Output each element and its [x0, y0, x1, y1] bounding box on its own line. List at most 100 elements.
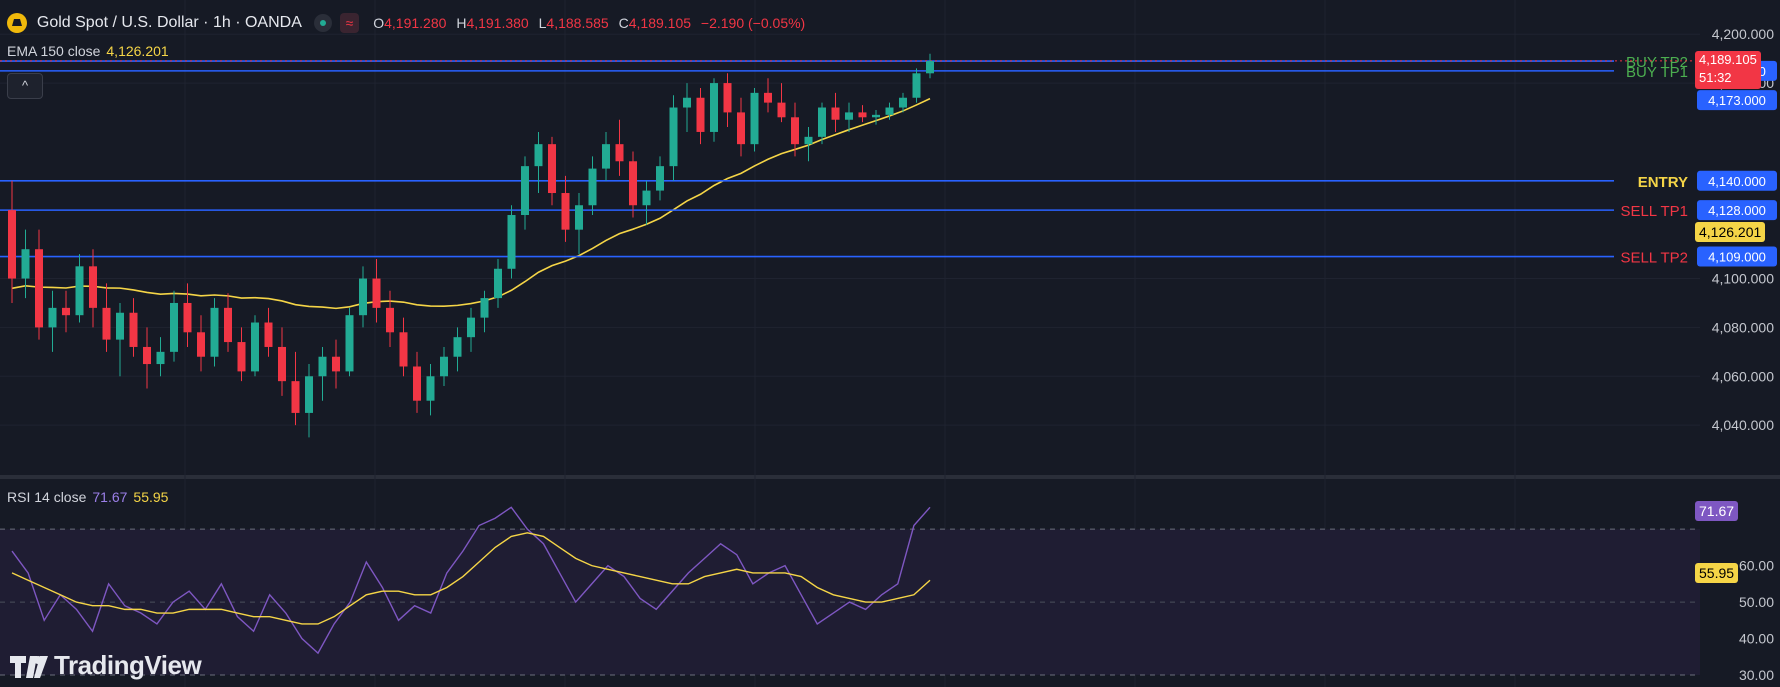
ema-value: 4,126.201: [106, 43, 169, 59]
candle-body: [305, 376, 313, 413]
candle-body: [143, 346, 151, 365]
level-label: BUY TP2: [1626, 54, 1688, 71]
candle-body: [291, 381, 300, 413]
candle-body: [210, 307, 219, 357]
price-axis-tick: 4,040.000: [1712, 417, 1774, 433]
ema-price-tag: 4,126.201: [1695, 222, 1766, 242]
ema-line: [11, 97, 931, 310]
candle-body: [62, 307, 70, 316]
level-tag-text: 4,128.000: [1708, 203, 1766, 218]
candle-body: [831, 107, 840, 120]
last-price: 4,189.105: [1699, 52, 1757, 67]
candle-body: [656, 166, 664, 191]
ema-label: EMA 150 close: [7, 43, 101, 59]
chevron-up-icon: ^: [21, 78, 29, 93]
rsi-axis-tick: 60.00: [1739, 558, 1774, 574]
level-label: BUY TP1: [1626, 64, 1688, 81]
tradingview-logo-icon: [10, 656, 48, 679]
level-label: ENTRY: [1638, 174, 1688, 191]
candle-body: [480, 298, 489, 318]
ema-legend[interactable]: EMA 150 close 4,126.201: [7, 43, 169, 59]
candle-body: [764, 92, 772, 103]
candle-body: [467, 317, 475, 338]
candle-body: [372, 278, 381, 308]
market-status-icon[interactable]: [313, 14, 332, 32]
candle-body: [440, 356, 448, 377]
candle-body: [507, 215, 516, 269]
level-tag-bg: [1697, 90, 1777, 111]
rsi-ma-tag: 55.95: [1695, 563, 1739, 583]
ohlc-high-key: H: [456, 15, 467, 31]
candle-body: [413, 366, 421, 401]
price-axis-tick: 4,080.000: [1712, 319, 1774, 335]
candle-body: [237, 342, 246, 372]
watermark-text: TradingView: [54, 650, 202, 680]
symbol-title[interactable]: Gold Spot / U.S. Dollar · 1h · OANDA: [36, 14, 302, 31]
candle-body: [521, 166, 529, 216]
candle-body: [737, 112, 745, 145]
candle-body: [912, 73, 921, 98]
candle-body: [494, 268, 502, 299]
bar-countdown: 51:32: [1699, 70, 1732, 85]
rsi-legend[interactable]: RSI 14 close 71.67 55.95: [7, 489, 168, 505]
level-tag-text: 4,109.000: [1708, 250, 1766, 265]
collapse-indicators-button[interactable]: ^: [7, 73, 43, 99]
candle-body: [615, 144, 624, 162]
candle-body: [548, 144, 556, 194]
candle-body: [251, 322, 259, 372]
candle-body: [723, 83, 732, 113]
ohlc-high-value: 4,191.380: [466, 15, 529, 31]
candle-body: [48, 307, 57, 328]
candle-body: [602, 144, 610, 169]
candle-body: [575, 205, 583, 230]
candle-body: [777, 102, 786, 118]
wave-icon[interactable]: ≈: [339, 13, 360, 33]
ohlc-open-value: 4,191.280: [384, 15, 447, 31]
rsi-axis-tick: 50.00: [1739, 594, 1774, 610]
candle-body: [386, 307, 394, 333]
candle-body: [885, 107, 894, 115]
rsi-tag: 71.67: [1695, 501, 1739, 521]
candle-body: [183, 302, 192, 333]
candle-body: [872, 114, 880, 118]
level-tag-bg: [1697, 170, 1777, 191]
price-change: −2.190 (−0.05%): [700, 15, 806, 31]
ohlc-values: O4,191.280 H4,191.380 L4,188.585 C4,189.…: [373, 15, 811, 31]
candle-body: [21, 249, 30, 279]
ohlc-low-value: 4,188.585: [546, 15, 609, 31]
ohlc-open-key: O: [373, 15, 385, 31]
candle-body: [35, 249, 43, 328]
tradingview-watermark[interactable]: TradingView: [10, 650, 202, 681]
gold-symbol-icon: [7, 13, 27, 33]
candle-body: [170, 302, 178, 352]
ohlc-close-value: 4,189.105: [628, 15, 692, 31]
candle-body: [926, 61, 934, 74]
rsi-axis-tick: 40.00: [1739, 631, 1774, 647]
candle-body: [345, 315, 354, 372]
ohlc-close-key: C: [618, 15, 629, 31]
price-axis-tick: 4,100.000: [1712, 271, 1774, 287]
candle-body: [264, 322, 273, 347]
candle-body: [359, 278, 367, 316]
candle-body: [116, 312, 124, 340]
rsi-series-ma: [11, 532, 931, 625]
candle-body: [858, 112, 867, 118]
candle-body: [669, 107, 678, 167]
ohlc-low-key: L: [538, 15, 547, 31]
price-axis-tick: 4,200.000: [1712, 26, 1774, 42]
candle-body: [818, 107, 826, 137]
candle-body: [197, 332, 205, 357]
candle-body: [683, 97, 691, 108]
level-tag-bg: [1697, 200, 1777, 221]
candle-body: [278, 346, 286, 382]
candle-body: [642, 190, 651, 206]
price-axis-tick: 4,060.000: [1712, 368, 1774, 384]
rsi-label: RSI 14 close: [7, 489, 87, 505]
candle-body: [710, 83, 718, 132]
candle-body: [804, 136, 813, 145]
candle-body: [791, 117, 799, 145]
candle-body: [453, 337, 462, 357]
candle-body: [845, 112, 853, 120]
